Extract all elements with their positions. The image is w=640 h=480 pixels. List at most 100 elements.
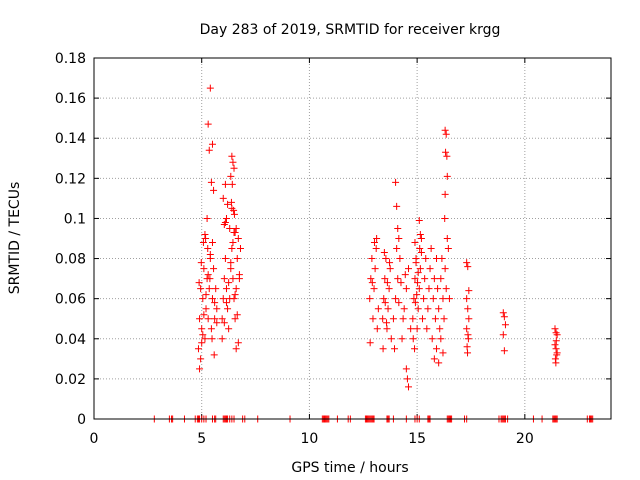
data-point bbox=[383, 279, 391, 287]
data-point bbox=[199, 295, 207, 303]
data-point bbox=[552, 337, 560, 345]
data-point bbox=[463, 259, 471, 267]
data-point bbox=[221, 180, 229, 188]
data-point bbox=[229, 158, 237, 166]
data-point bbox=[232, 345, 240, 353]
data-point bbox=[367, 275, 375, 283]
data-point bbox=[206, 251, 214, 259]
data-point bbox=[385, 285, 393, 293]
data-point bbox=[428, 335, 436, 343]
data-point bbox=[197, 355, 205, 363]
y-tick-label: 0.1 bbox=[64, 211, 86, 227]
data-point bbox=[464, 349, 472, 357]
data-point bbox=[198, 339, 206, 347]
data-point bbox=[231, 291, 239, 299]
data-point bbox=[380, 295, 388, 303]
data-point bbox=[500, 347, 508, 355]
data-point bbox=[410, 295, 418, 303]
data-point bbox=[441, 265, 449, 273]
data-point bbox=[228, 245, 236, 253]
data-point bbox=[234, 235, 242, 242]
y-tick-label: 0.08 bbox=[55, 252, 86, 268]
data-point bbox=[395, 235, 403, 242]
grid-lines bbox=[94, 58, 611, 419]
data-point bbox=[384, 305, 392, 313]
data-point bbox=[383, 325, 391, 333]
data-point bbox=[230, 206, 238, 214]
y-axis-ticks: 0 0.02 0.04 0.06 0.08 0.1 0.12 0.14 0.16 0.18 bbox=[55, 51, 611, 428]
data-point bbox=[202, 291, 210, 299]
data-point bbox=[413, 291, 421, 299]
data-point bbox=[230, 164, 238, 172]
data-point bbox=[218, 335, 226, 343]
data-point bbox=[395, 299, 403, 307]
data-point bbox=[393, 202, 401, 210]
data-point bbox=[439, 349, 447, 357]
data-point bbox=[233, 255, 241, 263]
data-point bbox=[405, 383, 413, 391]
data-point bbox=[552, 359, 560, 367]
data-point bbox=[427, 245, 435, 253]
y-axis-label: SRMTID / TECUs bbox=[7, 182, 23, 295]
data-point bbox=[442, 285, 450, 293]
data-point bbox=[551, 325, 559, 333]
y-tick-label: 0.18 bbox=[55, 51, 86, 67]
data-point bbox=[389, 315, 397, 323]
data-point bbox=[213, 305, 221, 313]
data-point bbox=[218, 315, 226, 323]
data-point bbox=[415, 285, 423, 293]
data-point bbox=[205, 146, 213, 154]
data-point bbox=[207, 325, 215, 333]
data-point bbox=[211, 299, 219, 307]
data-point bbox=[401, 271, 409, 279]
data-point bbox=[201, 335, 209, 343]
data-point bbox=[416, 265, 424, 273]
data-point bbox=[434, 285, 442, 293]
data-point bbox=[233, 311, 241, 319]
data-point bbox=[430, 275, 438, 283]
data-point bbox=[207, 178, 215, 186]
y-tick-label: 0.04 bbox=[55, 332, 86, 348]
data-point bbox=[379, 345, 387, 353]
data-point bbox=[224, 200, 232, 208]
data-point bbox=[208, 239, 216, 247]
data-point bbox=[234, 339, 242, 347]
data-point bbox=[386, 259, 394, 267]
data-point bbox=[202, 235, 210, 242]
data-point bbox=[441, 190, 449, 198]
data-point bbox=[499, 331, 507, 339]
data-point bbox=[205, 285, 213, 293]
data-point bbox=[230, 210, 238, 218]
data-point bbox=[403, 375, 411, 383]
data-point bbox=[202, 305, 210, 313]
data-point bbox=[419, 315, 427, 323]
data-point bbox=[222, 299, 230, 307]
data-point bbox=[219, 194, 227, 202]
data-point bbox=[368, 279, 376, 287]
data-point bbox=[210, 186, 218, 194]
data-point bbox=[212, 285, 220, 293]
data-point bbox=[366, 295, 374, 303]
data-point bbox=[444, 245, 452, 253]
data-point bbox=[199, 239, 207, 247]
data-point bbox=[414, 279, 422, 287]
chart-title: Day 283 of 2019, SRMTID for receiver krg… bbox=[200, 22, 501, 38]
data-point bbox=[368, 255, 376, 263]
data-point bbox=[232, 285, 240, 293]
data-point bbox=[220, 275, 228, 283]
x-axis-ticks: 0 5 10 15 20 bbox=[90, 58, 534, 447]
data-point bbox=[235, 271, 243, 279]
data-point bbox=[221, 255, 229, 263]
data-point bbox=[431, 315, 439, 323]
data-point bbox=[386, 265, 394, 273]
data-point bbox=[227, 265, 235, 273]
x-tick-label: 15 bbox=[408, 431, 426, 447]
data-point bbox=[208, 335, 216, 343]
plot-frame bbox=[93, 57, 612, 420]
data-point bbox=[463, 343, 471, 351]
data-point bbox=[380, 249, 388, 257]
data-point bbox=[443, 152, 451, 160]
data-point bbox=[227, 172, 235, 180]
data-point bbox=[213, 319, 221, 327]
